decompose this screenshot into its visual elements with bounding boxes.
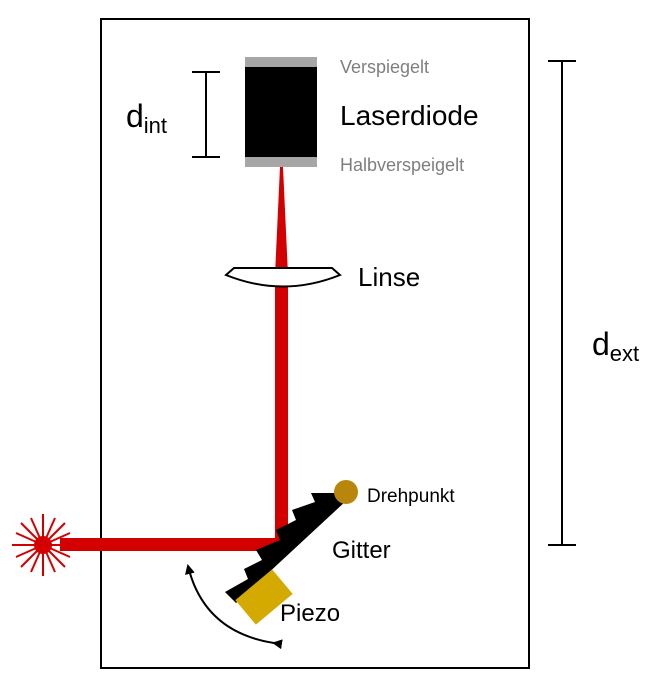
diverging-beam <box>275 167 288 275</box>
piezo-label: Piezo <box>280 600 340 627</box>
d-int-dimension <box>192 71 220 158</box>
mirror-bottom-label: Halbverspeigelt <box>340 155 464 175</box>
rotation-arrow <box>185 564 283 650</box>
laser-output-core <box>34 536 52 554</box>
d-int-label: dint <box>126 98 167 138</box>
grating-label: Gitter <box>332 537 391 564</box>
collimated-beam <box>275 275 288 551</box>
pivot-point <box>334 480 358 504</box>
output-beam <box>60 538 288 551</box>
laser-diode-label: Laserdiode <box>340 100 479 131</box>
d-ext-label: dext <box>592 326 639 366</box>
mirror-top-label: Verspiegelt <box>340 57 429 77</box>
pivot-label: Drehpunkt <box>367 486 455 507</box>
mirror-bottom <box>245 157 317 167</box>
mirror-top <box>245 57 317 67</box>
lens <box>224 267 342 288</box>
laser-diode <box>245 67 317 157</box>
housing-frame <box>100 18 530 669</box>
d-ext-dimension <box>548 60 576 546</box>
lens-label: Linse <box>358 262 420 292</box>
